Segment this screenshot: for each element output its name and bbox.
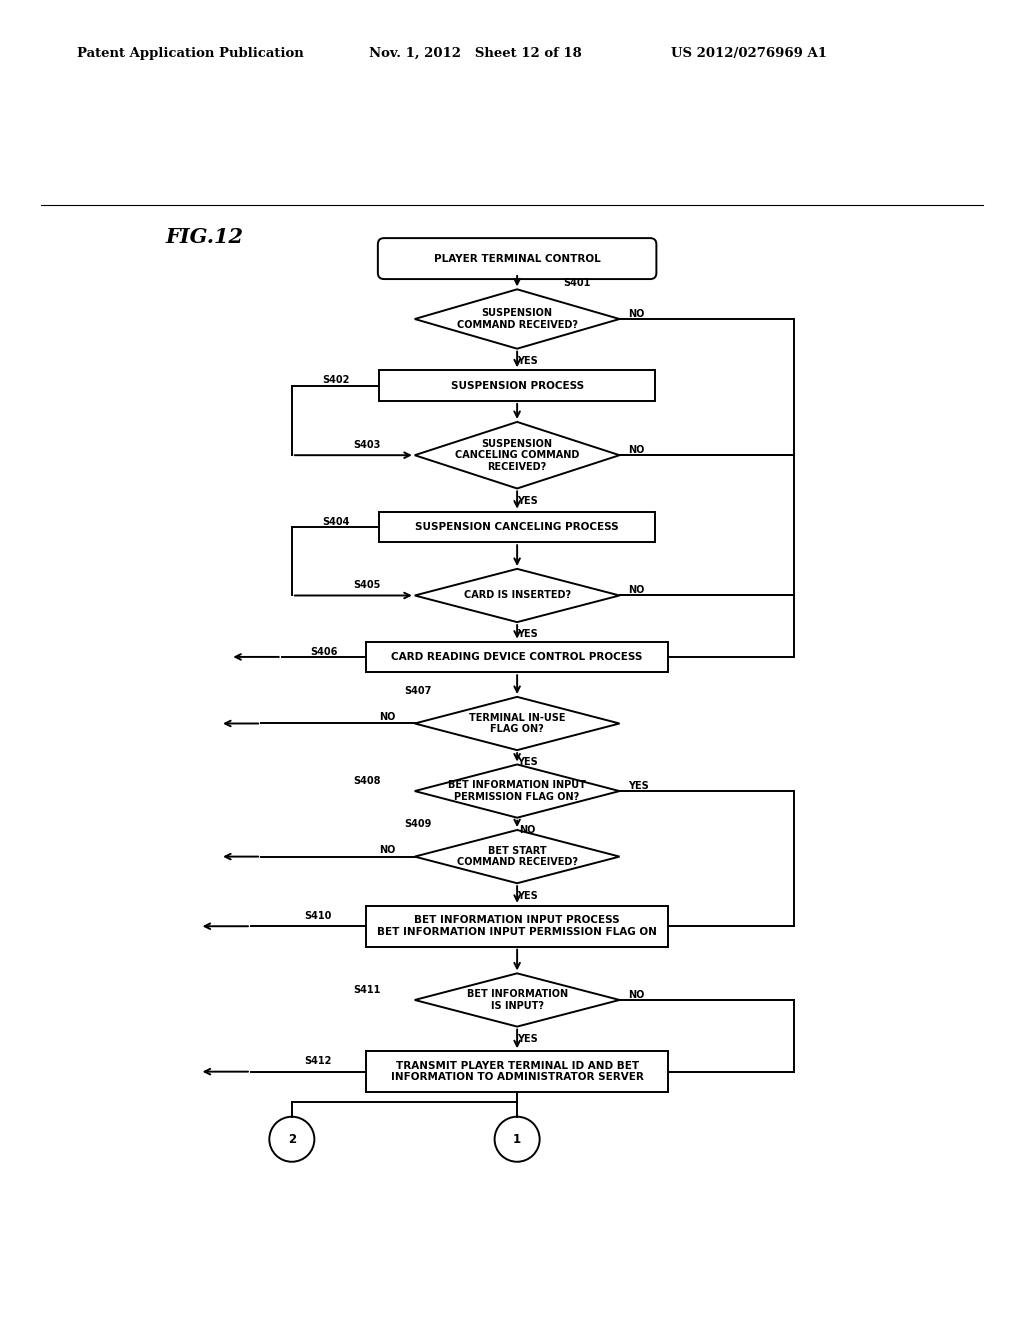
Text: PLAYER TERMINAL CONTROL: PLAYER TERMINAL CONTROL [434,253,600,264]
Text: Patent Application Publication: Patent Application Publication [77,46,303,59]
Text: S403: S403 [353,440,381,450]
Text: NO: NO [379,713,395,722]
Text: NO: NO [379,846,395,855]
Polygon shape [415,764,620,817]
Text: YES: YES [517,630,538,639]
Text: YES: YES [628,781,648,791]
Text: YES: YES [517,1034,538,1044]
Text: US 2012/0276969 A1: US 2012/0276969 A1 [671,46,826,59]
Text: YES: YES [517,496,538,506]
Text: 2: 2 [288,1133,296,1146]
Bar [379,512,655,543]
Text: S409: S409 [404,818,432,829]
Polygon shape [415,973,620,1027]
Text: SUSPENSION PROCESS: SUSPENSION PROCESS [451,380,584,391]
Bar [367,906,669,946]
Text: S412: S412 [305,1056,332,1067]
Text: BET INFORMATION INPUT
PERMISSION FLAG ON?: BET INFORMATION INPUT PERMISSION FLAG ON… [449,780,586,801]
Text: S410: S410 [305,911,332,921]
Text: Nov. 1, 2012   Sheet 12 of 18: Nov. 1, 2012 Sheet 12 of 18 [369,46,582,59]
Text: SUSPENSION
CANCELING COMMAND
RECEIVED?: SUSPENSION CANCELING COMMAND RECEIVED? [455,438,580,471]
Text: BET INFORMATION
IS INPUT?: BET INFORMATION IS INPUT? [467,989,567,1011]
Text: BET INFORMATION INPUT PROCESS
BET INFORMATION INPUT PERMISSION FLAG ON: BET INFORMATION INPUT PROCESS BET INFORM… [377,916,657,937]
Text: NO: NO [628,990,644,999]
Bar [367,642,669,672]
Polygon shape [415,697,620,750]
Text: YES: YES [517,758,538,767]
FancyBboxPatch shape [378,238,656,279]
Text: NO: NO [519,825,536,836]
Bar [367,1051,669,1092]
Text: S405: S405 [353,581,381,590]
Text: S404: S404 [323,516,350,527]
Text: 1: 1 [513,1133,521,1146]
Text: NO: NO [628,309,644,319]
Text: NO: NO [628,585,644,595]
Text: S406: S406 [310,647,337,657]
Polygon shape [415,569,620,622]
Polygon shape [415,830,620,883]
Text: BET START
COMMAND RECEIVED?: BET START COMMAND RECEIVED? [457,846,578,867]
Text: TRANSMIT PLAYER TERMINAL ID AND BET
INFORMATION TO ADMINISTRATOR SERVER: TRANSMIT PLAYER TERMINAL ID AND BET INFO… [391,1061,643,1082]
Text: S411: S411 [353,985,381,995]
Text: CARD IS INSERTED?: CARD IS INSERTED? [464,590,570,601]
Text: CARD READING DEVICE CONTROL PROCESS: CARD READING DEVICE CONTROL PROCESS [391,652,643,661]
Text: SUSPENSION
COMMAND RECEIVED?: SUSPENSION COMMAND RECEIVED? [457,308,578,330]
Polygon shape [415,422,620,488]
Text: S407: S407 [404,685,432,696]
Text: NO: NO [628,445,644,455]
Text: S401: S401 [563,279,591,288]
Text: S402: S402 [323,375,350,385]
Bar [379,370,655,401]
Polygon shape [415,289,620,348]
Text: SUSPENSION CANCELING PROCESS: SUSPENSION CANCELING PROCESS [416,521,618,532]
Text: S408: S408 [353,776,381,785]
Text: YES: YES [517,356,538,366]
Text: TERMINAL IN-USE
FLAG ON?: TERMINAL IN-USE FLAG ON? [469,713,565,734]
Text: YES: YES [517,891,538,900]
Text: FIG.12: FIG.12 [166,227,244,247]
